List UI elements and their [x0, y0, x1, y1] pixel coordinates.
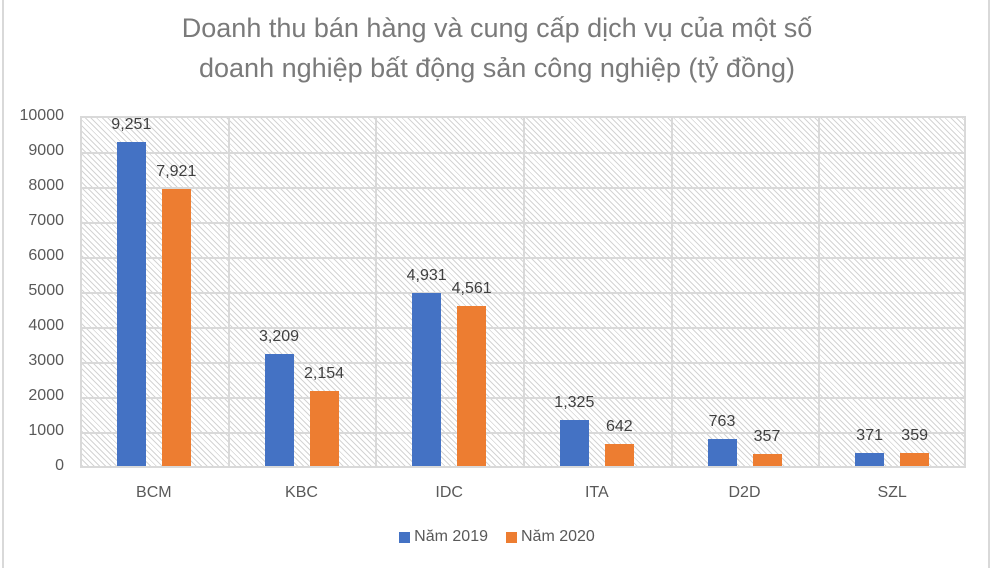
data-label: 3,209 — [258, 327, 300, 345]
chart-title-line-1: Doanh thu bán hàng và cung cấp dịch vụ c… — [181, 13, 813, 43]
x-tick-label: SZL — [877, 484, 907, 501]
bar-d2d-2020 — [752, 453, 782, 466]
y-tick-label: 3000 — [28, 352, 64, 369]
bar-szl-2019 — [855, 453, 885, 466]
y-tick-label: 4000 — [28, 317, 64, 334]
y-tick-label: 6000 — [28, 247, 64, 264]
gridline-vertical — [670, 118, 673, 466]
bar-bcm-2020 — [161, 188, 191, 466]
bar-idc-2019 — [412, 293, 442, 466]
data-label: 9,251 — [111, 116, 152, 134]
y-tick-label: 5000 — [28, 282, 64, 299]
legend-item-2019: Năm 2019 — [399, 528, 488, 546]
y-tick-label: 2000 — [28, 387, 64, 404]
y-tick-label: 1000 — [28, 422, 64, 439]
bar-ita-2019 — [559, 419, 589, 466]
y-tick-label: 8000 — [28, 177, 64, 194]
legend-swatch-2019 — [399, 531, 411, 543]
x-tick-label: KBC — [285, 484, 318, 501]
legend-item-2020: Năm 2020 — [506, 528, 595, 546]
data-label: 371 — [856, 427, 883, 444]
x-tick-label: IDC — [435, 484, 463, 501]
gridline-vertical — [818, 118, 821, 466]
bar-szl-2020 — [900, 453, 930, 466]
data-label: 7,921 — [156, 162, 197, 180]
chart-title: Doanh thu bán hàng và cung cấp dịch vụ c… — [0, 8, 994, 88]
plot-area — [80, 116, 966, 468]
bar-bcm-2019 — [116, 142, 146, 466]
x-tick-label: BCM — [136, 484, 172, 501]
gridline-vertical — [523, 118, 525, 466]
legend-swatch-2020 — [506, 531, 517, 543]
data-label: 763 — [708, 413, 736, 431]
bar-ita-2020 — [604, 443, 634, 466]
data-label: 4,931 — [406, 267, 447, 285]
bar-kbc-2019 — [264, 353, 294, 466]
chart-title-line-2: doanh nghiệp bất động sản công nghiệp (t… — [199, 53, 795, 83]
y-tick-label: 9000 — [28, 142, 64, 159]
data-label: 357 — [753, 427, 781, 445]
data-label: 642 — [605, 417, 633, 435]
gridline-vertical — [375, 118, 378, 466]
data-label: 2,154 — [303, 364, 345, 382]
y-tick-label: 10000 — [19, 107, 65, 124]
bar-idc-2020 — [457, 306, 487, 466]
legend-label-2019: Năm 2019 — [414, 528, 488, 545]
data-label: 1,325 — [554, 393, 595, 411]
bar-d2d-2019 — [707, 439, 737, 466]
y-tick-label: 0 — [55, 457, 64, 474]
y-tick-label: 7000 — [28, 212, 64, 229]
bar-kbc-2020 — [309, 390, 339, 466]
data-label: 359 — [901, 427, 928, 445]
x-tick-label: ITA — [584, 484, 609, 501]
legend-label-2020: Năm 2020 — [521, 528, 595, 545]
gridline-vertical — [227, 118, 230, 466]
legend: Năm 2019 Năm 2020 — [0, 528, 994, 546]
data-label: 4,561 — [451, 280, 492, 298]
x-tick-label: D2D — [728, 484, 761, 501]
